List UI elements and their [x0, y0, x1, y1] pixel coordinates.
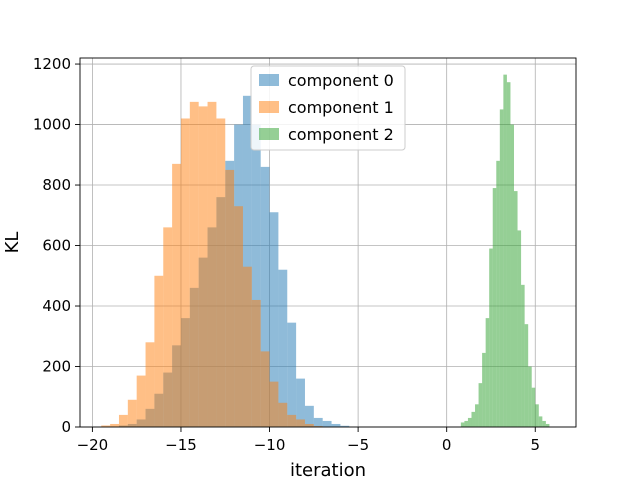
x-tick-label: 5 — [530, 436, 540, 454]
bar-series-0 — [340, 425, 350, 427]
bar-series-0 — [304, 405, 314, 427]
x-tick-label: −5 — [347, 436, 369, 454]
bar-series-2 — [460, 422, 465, 427]
bar-series-0 — [251, 124, 261, 427]
bar-series-1 — [101, 425, 111, 427]
bar-series-1 — [251, 299, 261, 427]
legend-swatch — [259, 74, 279, 86]
y-tick-label: 1000 — [33, 116, 71, 134]
bar-series-2 — [485, 318, 490, 427]
bar-series-0 — [260, 166, 270, 427]
bar-series-2 — [467, 417, 472, 427]
bar-series-2 — [492, 188, 497, 427]
bar-series-0 — [313, 417, 323, 427]
bar-series-2 — [496, 160, 500, 427]
bar-series-0 — [278, 269, 288, 427]
bar-series-2 — [531, 387, 536, 427]
bar-series-1 — [189, 101, 199, 427]
bar-series-2 — [478, 383, 483, 427]
bar-series-0 — [242, 95, 252, 428]
bar-series-2 — [542, 420, 546, 427]
bar-series-2 — [471, 411, 476, 427]
y-tick-label: 800 — [42, 176, 71, 194]
bar-series-2 — [475, 404, 479, 427]
bar-series-1 — [216, 118, 226, 427]
bar-series-1 — [269, 381, 279, 427]
bar-series-2 — [489, 248, 493, 427]
bar-series-1 — [313, 426, 323, 427]
bar-series-2 — [524, 324, 529, 427]
x-tick-label: −10 — [254, 436, 286, 454]
bar-series-1 — [118, 414, 128, 427]
y-tick-label: 400 — [42, 297, 71, 315]
y-axis-ticks: 0 200 400 600 800 1000 1200 — [33, 55, 80, 436]
bar-series-2 — [528, 366, 532, 427]
bar-series-0 — [287, 322, 297, 427]
legend-swatch — [259, 128, 279, 140]
bar-series-2 — [535, 404, 539, 427]
x-axis-ticks: −20 −15 −10 −5 0 5 — [77, 427, 540, 454]
legend-label: component 0 — [288, 71, 394, 90]
bar-series-0 — [269, 212, 279, 427]
x-tick-label: −15 — [165, 436, 197, 454]
bar-series-1 — [207, 101, 217, 427]
y-tick-label: 600 — [42, 237, 71, 255]
bar-series-1 — [136, 375, 146, 427]
bar-series-2 — [517, 230, 522, 427]
bar-series-2 — [464, 420, 468, 427]
legend-swatch — [259, 101, 279, 113]
legend-label: component 1 — [288, 98, 394, 117]
bar-series-1 — [296, 419, 305, 427]
bar-series-2 — [506, 82, 511, 428]
y-tick-label: 200 — [42, 358, 71, 376]
bar-series-1 — [225, 169, 235, 427]
bar-series-1 — [198, 106, 208, 428]
bar-series-1 — [110, 423, 119, 427]
bar-series-1 — [287, 414, 297, 427]
bar-series-2 — [510, 124, 514, 427]
legend-box — [250, 65, 406, 151]
bar-series-1 — [180, 118, 190, 427]
x-axis-label: iteration — [290, 460, 366, 480]
bar-series-1 — [154, 275, 164, 427]
bar-series-2 — [514, 191, 518, 427]
bar-series-1 — [242, 266, 252, 427]
bar-series-1 — [278, 402, 288, 427]
plot-frame — [79, 57, 577, 428]
bar-series-1 — [163, 227, 173, 427]
bar-series-2 — [521, 284, 525, 427]
x-tick-label: 0 — [442, 436, 452, 454]
bar-series-2 — [482, 352, 486, 427]
legend: component 0 component 1 component 2 — [250, 65, 406, 151]
bar-series-1 — [234, 206, 243, 427]
bar-series-1 — [260, 351, 270, 427]
histogram-bars — [101, 74, 550, 428]
x-tick-label: −20 — [77, 436, 109, 454]
bar-series-0 — [322, 420, 332, 427]
bar-series-2 — [538, 416, 543, 427]
bar-series-1 — [145, 342, 155, 427]
y-axis-label: KL — [2, 232, 23, 254]
bar-series-2 — [499, 109, 504, 427]
bar-series-0 — [296, 378, 305, 427]
bar-series-2 — [545, 423, 550, 427]
legend-label: component 2 — [288, 125, 394, 144]
bar-series-1 — [304, 423, 314, 427]
bar-series-2 — [503, 74, 507, 427]
bar-series-1 — [172, 163, 181, 427]
bar-series-1 — [127, 399, 137, 427]
y-tick-label: 0 — [61, 418, 71, 436]
bar-series-0 — [331, 423, 341, 427]
y-tick-label: 1200 — [33, 55, 71, 73]
